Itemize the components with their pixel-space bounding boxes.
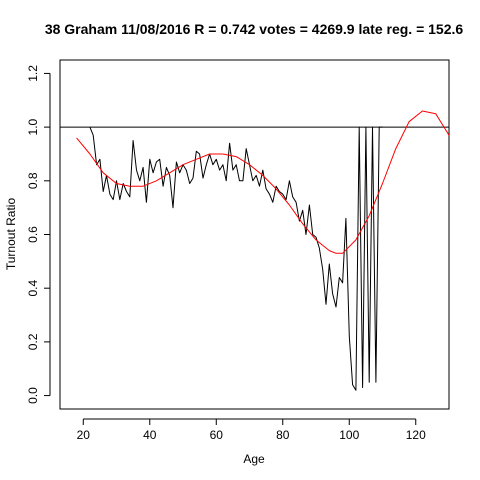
x-tick-label: 120 — [406, 428, 426, 442]
y-tick-label: 0.6 — [26, 226, 40, 243]
x-axis-label: Age — [243, 452, 265, 466]
x-axis: 20 40 60 80 100 120 — [77, 418, 426, 442]
y-tick-label: 0.4 — [26, 280, 40, 297]
y-tick-label: 0.2 — [26, 333, 40, 350]
x-tick-label: 40 — [143, 428, 157, 442]
fitted-curve-line — [76, 110, 449, 254]
x-tick-label: 80 — [276, 428, 290, 442]
x-tick-label: 100 — [339, 428, 359, 442]
y-tick-label: 0.0 — [26, 387, 40, 404]
y-tick-label: 0.8 — [26, 172, 40, 189]
chart-title: 38 Graham 11/08/2016 R = 0.742 votes = 4… — [45, 21, 464, 37]
plot-frame — [59, 59, 450, 410]
series-layer — [76, 110, 449, 391]
y-tick-label: 1.2 — [26, 65, 40, 82]
y-tick-label: 1.0 — [26, 118, 40, 135]
observed-turnout-line — [89, 126, 383, 391]
y-axis-label: Turnout Ratio — [4, 198, 18, 271]
y-axis: 0.0 0.2 0.4 0.6 0.8 1.0 1.2 — [26, 65, 51, 404]
x-tick-label: 60 — [210, 428, 224, 442]
x-tick-label: 20 — [77, 428, 91, 442]
